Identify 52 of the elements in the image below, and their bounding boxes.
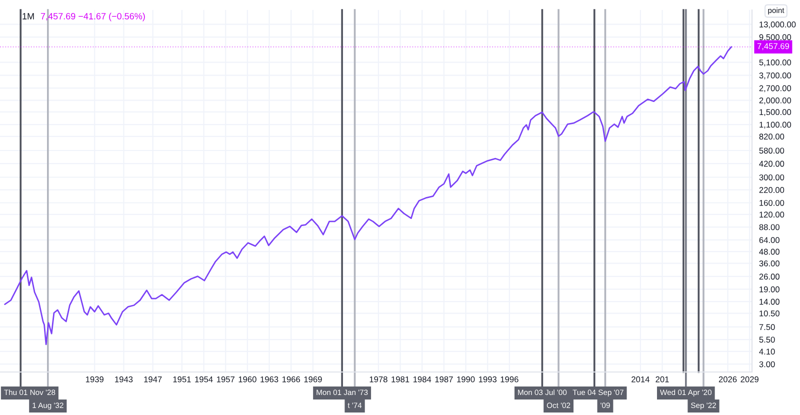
chart-subtitle: 7,457.69 −41.67 (−0.56%) [40, 12, 145, 22]
y-tick-label: 10.50 [760, 310, 780, 316]
y-tick-label: 2,700.00 [759, 85, 792, 92]
y-tick-label: 4.10 [759, 348, 775, 355]
x-tick-label: 2029 [740, 376, 758, 382]
x-tick-label: 1969 [304, 376, 322, 382]
y-tick-label: 88.00 [759, 224, 780, 230]
y-tick-label: 26.00 [759, 274, 780, 280]
x-tick-label: 1939 [86, 376, 104, 382]
x-tick-label: 1984 [413, 376, 432, 382]
y-tick-label: 420.00 [759, 160, 784, 167]
y-tick-label: 9,500.00 [759, 34, 792, 42]
x-tick-label: 1960 [238, 376, 256, 382]
x-tick-label: 1990 [457, 376, 475, 382]
y-tick-label: 820.00 [759, 134, 784, 140]
y-tick-label: 300.00 [759, 174, 784, 180]
x-tick-label: 2026 [718, 376, 737, 382]
chart-title: 1M [22, 13, 34, 20]
y-tick-label: 64.00 [759, 237, 780, 244]
x-tick-label: 2014 [632, 376, 650, 382]
x-tick-label: 1996 [500, 376, 518, 382]
x-tick-label: 1951 [173, 376, 191, 382]
y-tick-label: 3.00 [759, 361, 775, 368]
ref-line-label: 7,457.69 [757, 43, 790, 50]
x-tick-label: 1947 [144, 376, 162, 382]
y-tick-label: 1,500.00 [760, 109, 792, 116]
y-tick-label: 5,100.00 [759, 59, 792, 66]
y-tick-label: 120.00 [760, 212, 784, 218]
y-tick-label: 7.50 [759, 324, 775, 330]
x-tick-label: 1987 [435, 376, 453, 382]
y-tick-label: 2,000.00 [759, 97, 792, 104]
y-tick-label: 5.50 [759, 336, 775, 343]
x-tick-label: 201 [656, 376, 669, 382]
x-tick-label: 1963 [260, 376, 278, 382]
x-tick-label: 1943 [115, 376, 133, 382]
y-tick-label: 160.00 [760, 200, 784, 206]
y-tick-label: 36.00 [759, 260, 780, 266]
y-tick-label: 14.00 [760, 298, 780, 305]
y-tick-label: 13,000.00 [760, 22, 796, 28]
x-tick-label: 1954 [195, 376, 213, 382]
y-tick-label: 1,100.00 [760, 122, 792, 129]
x-tick-label: 1993 [478, 376, 497, 382]
x-tick-label: 1981 [392, 376, 410, 382]
line-series [4, 46, 732, 346]
y-tick-label: 48.00 [759, 248, 780, 255]
x-tick-label: 1957 [216, 376, 234, 382]
y-tick-label: 19.00 [760, 286, 780, 292]
x-tick-label: 1978 [370, 376, 388, 382]
y-tick-label: 3,700.00 [759, 72, 792, 80]
x-tick-label: 1966 [282, 376, 300, 382]
y-tick-label: 580.00 [759, 148, 784, 154]
y-tick-label: 220.00 [759, 187, 784, 193]
